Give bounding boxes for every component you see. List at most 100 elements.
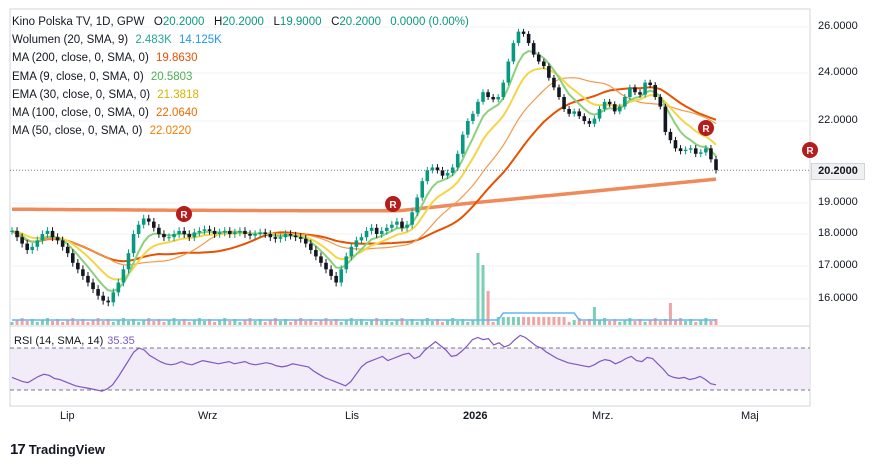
volume-bar <box>592 307 596 325</box>
volume-bar <box>390 322 394 325</box>
volume-bar <box>106 319 110 325</box>
candle-body <box>314 250 318 257</box>
ohlc-open: O20.2000 <box>153 16 205 28</box>
candle-body <box>197 230 202 233</box>
volume-bar <box>233 319 237 325</box>
candle-body <box>693 148 698 154</box>
candle-body <box>511 43 516 62</box>
indicator-volume[interactable]: Wolumen (20, SMA, 9) 2.483K 14.125K <box>12 31 469 49</box>
candle-body <box>258 232 262 234</box>
time-tick: Lip <box>60 410 75 422</box>
volume-bar <box>359 319 363 325</box>
candle-body <box>238 230 242 233</box>
r-marker-label: R <box>389 200 397 211</box>
candle-body <box>65 246 70 254</box>
volume-bar <box>516 317 520 325</box>
candle-body <box>30 246 35 250</box>
candle-body <box>126 253 131 270</box>
candle-body <box>541 61 546 67</box>
candle-body <box>91 282 95 290</box>
indicator-value: 20.5803 <box>150 70 193 83</box>
candle-body <box>602 101 607 109</box>
volume-bar <box>410 319 414 325</box>
indicator-label: Wolumen (20, SMA, 9) <box>12 34 129 47</box>
candle-body <box>283 234 288 238</box>
volume-bar <box>172 318 176 325</box>
candle-body <box>384 227 389 231</box>
volume-bar <box>71 318 75 325</box>
volume-bar <box>238 322 242 325</box>
volume-bar <box>684 321 688 325</box>
volume-bar <box>425 318 429 325</box>
ohlc-low: L19.9000 <box>273 16 322 28</box>
volume-bar <box>547 317 551 325</box>
volume-bar <box>679 318 683 325</box>
volume-bar <box>40 320 44 325</box>
candle-body <box>445 172 450 176</box>
candle-body <box>334 275 338 283</box>
tradingview-brand[interactable]: 17 TradingView <box>10 441 105 458</box>
candle-body <box>486 92 490 97</box>
volume-bar <box>446 320 450 325</box>
price-tick: 26.0000 <box>818 20 858 32</box>
volume-bar <box>552 317 556 325</box>
time-tick: Wrz <box>198 410 218 422</box>
volume-bar <box>76 321 80 325</box>
candle-body <box>263 232 268 234</box>
candle-body <box>562 97 566 109</box>
candle-body <box>466 121 470 135</box>
rsi-legend[interactable]: RSI (14, SMA, 14) 35.35 <box>14 335 135 347</box>
r-marker-icon <box>802 142 818 158</box>
volume-bar <box>704 318 708 325</box>
candle-body <box>207 229 212 231</box>
price-tick: 17.0000 <box>818 259 858 271</box>
volume-bar <box>253 321 257 325</box>
indicator-ma200[interactable]: MA (200, close, 0, SMA, 0) 19.8630 <box>12 49 469 67</box>
volume-bar <box>653 318 657 325</box>
volume-bar <box>258 319 262 325</box>
volume-bar <box>137 322 141 325</box>
volume-bar <box>314 322 318 325</box>
candle-body <box>192 232 197 238</box>
candle-body <box>688 148 693 150</box>
indicator-ema30[interactable]: EMA (30, close, 0, SMA, 0) 21.3818 <box>12 86 469 104</box>
volume-bar <box>491 322 495 325</box>
candle-body <box>40 234 45 241</box>
volume-bar <box>142 320 146 325</box>
volume-bar <box>344 320 348 325</box>
candle-body <box>699 152 703 154</box>
indicator-label: MA (50, close, 0, SMA, 0) <box>12 125 143 138</box>
volume-bar <box>268 320 272 325</box>
volume-bar <box>694 322 698 325</box>
volume-bar <box>638 319 642 325</box>
indicator-ma50[interactable]: MA (50, close, 0, SMA, 0) 22.0220 <box>12 122 469 140</box>
volume-bar <box>511 317 515 325</box>
volume-bar <box>223 318 227 325</box>
indicator-label: MA (200, close, 0, SMA, 0) <box>12 52 149 65</box>
candle-body <box>364 230 369 238</box>
time-tick: 2026 <box>463 410 488 422</box>
ohlc-close: C20.2000 <box>331 16 381 28</box>
candle-body <box>152 221 156 228</box>
candle-body <box>521 31 526 34</box>
candle-body <box>217 232 222 234</box>
volume-bar <box>167 320 171 325</box>
volume-bar <box>309 319 313 325</box>
indicator-ema9[interactable]: EMA (9, close, 0, SMA, 0) 20.5803 <box>12 68 469 86</box>
volume-bar <box>577 318 581 325</box>
candle-body <box>324 262 328 270</box>
volume-bar <box>15 320 19 325</box>
indicator-ma100[interactable]: MA (100, close, 0, SMA, 0) 22.0640 <box>12 104 469 122</box>
volume-bar <box>689 319 693 325</box>
volume-bar <box>243 320 247 325</box>
volume-bar <box>111 322 115 325</box>
volume-bar <box>430 321 434 325</box>
candle-body <box>673 140 678 149</box>
candle-body <box>455 153 460 168</box>
volume-bar <box>435 319 439 325</box>
volume-bar <box>45 318 49 325</box>
candle-body <box>582 116 587 121</box>
ohlc-high: H20.2000 <box>214 16 264 28</box>
candle-body <box>425 170 430 182</box>
price-tick: 24.0000 <box>818 66 858 78</box>
